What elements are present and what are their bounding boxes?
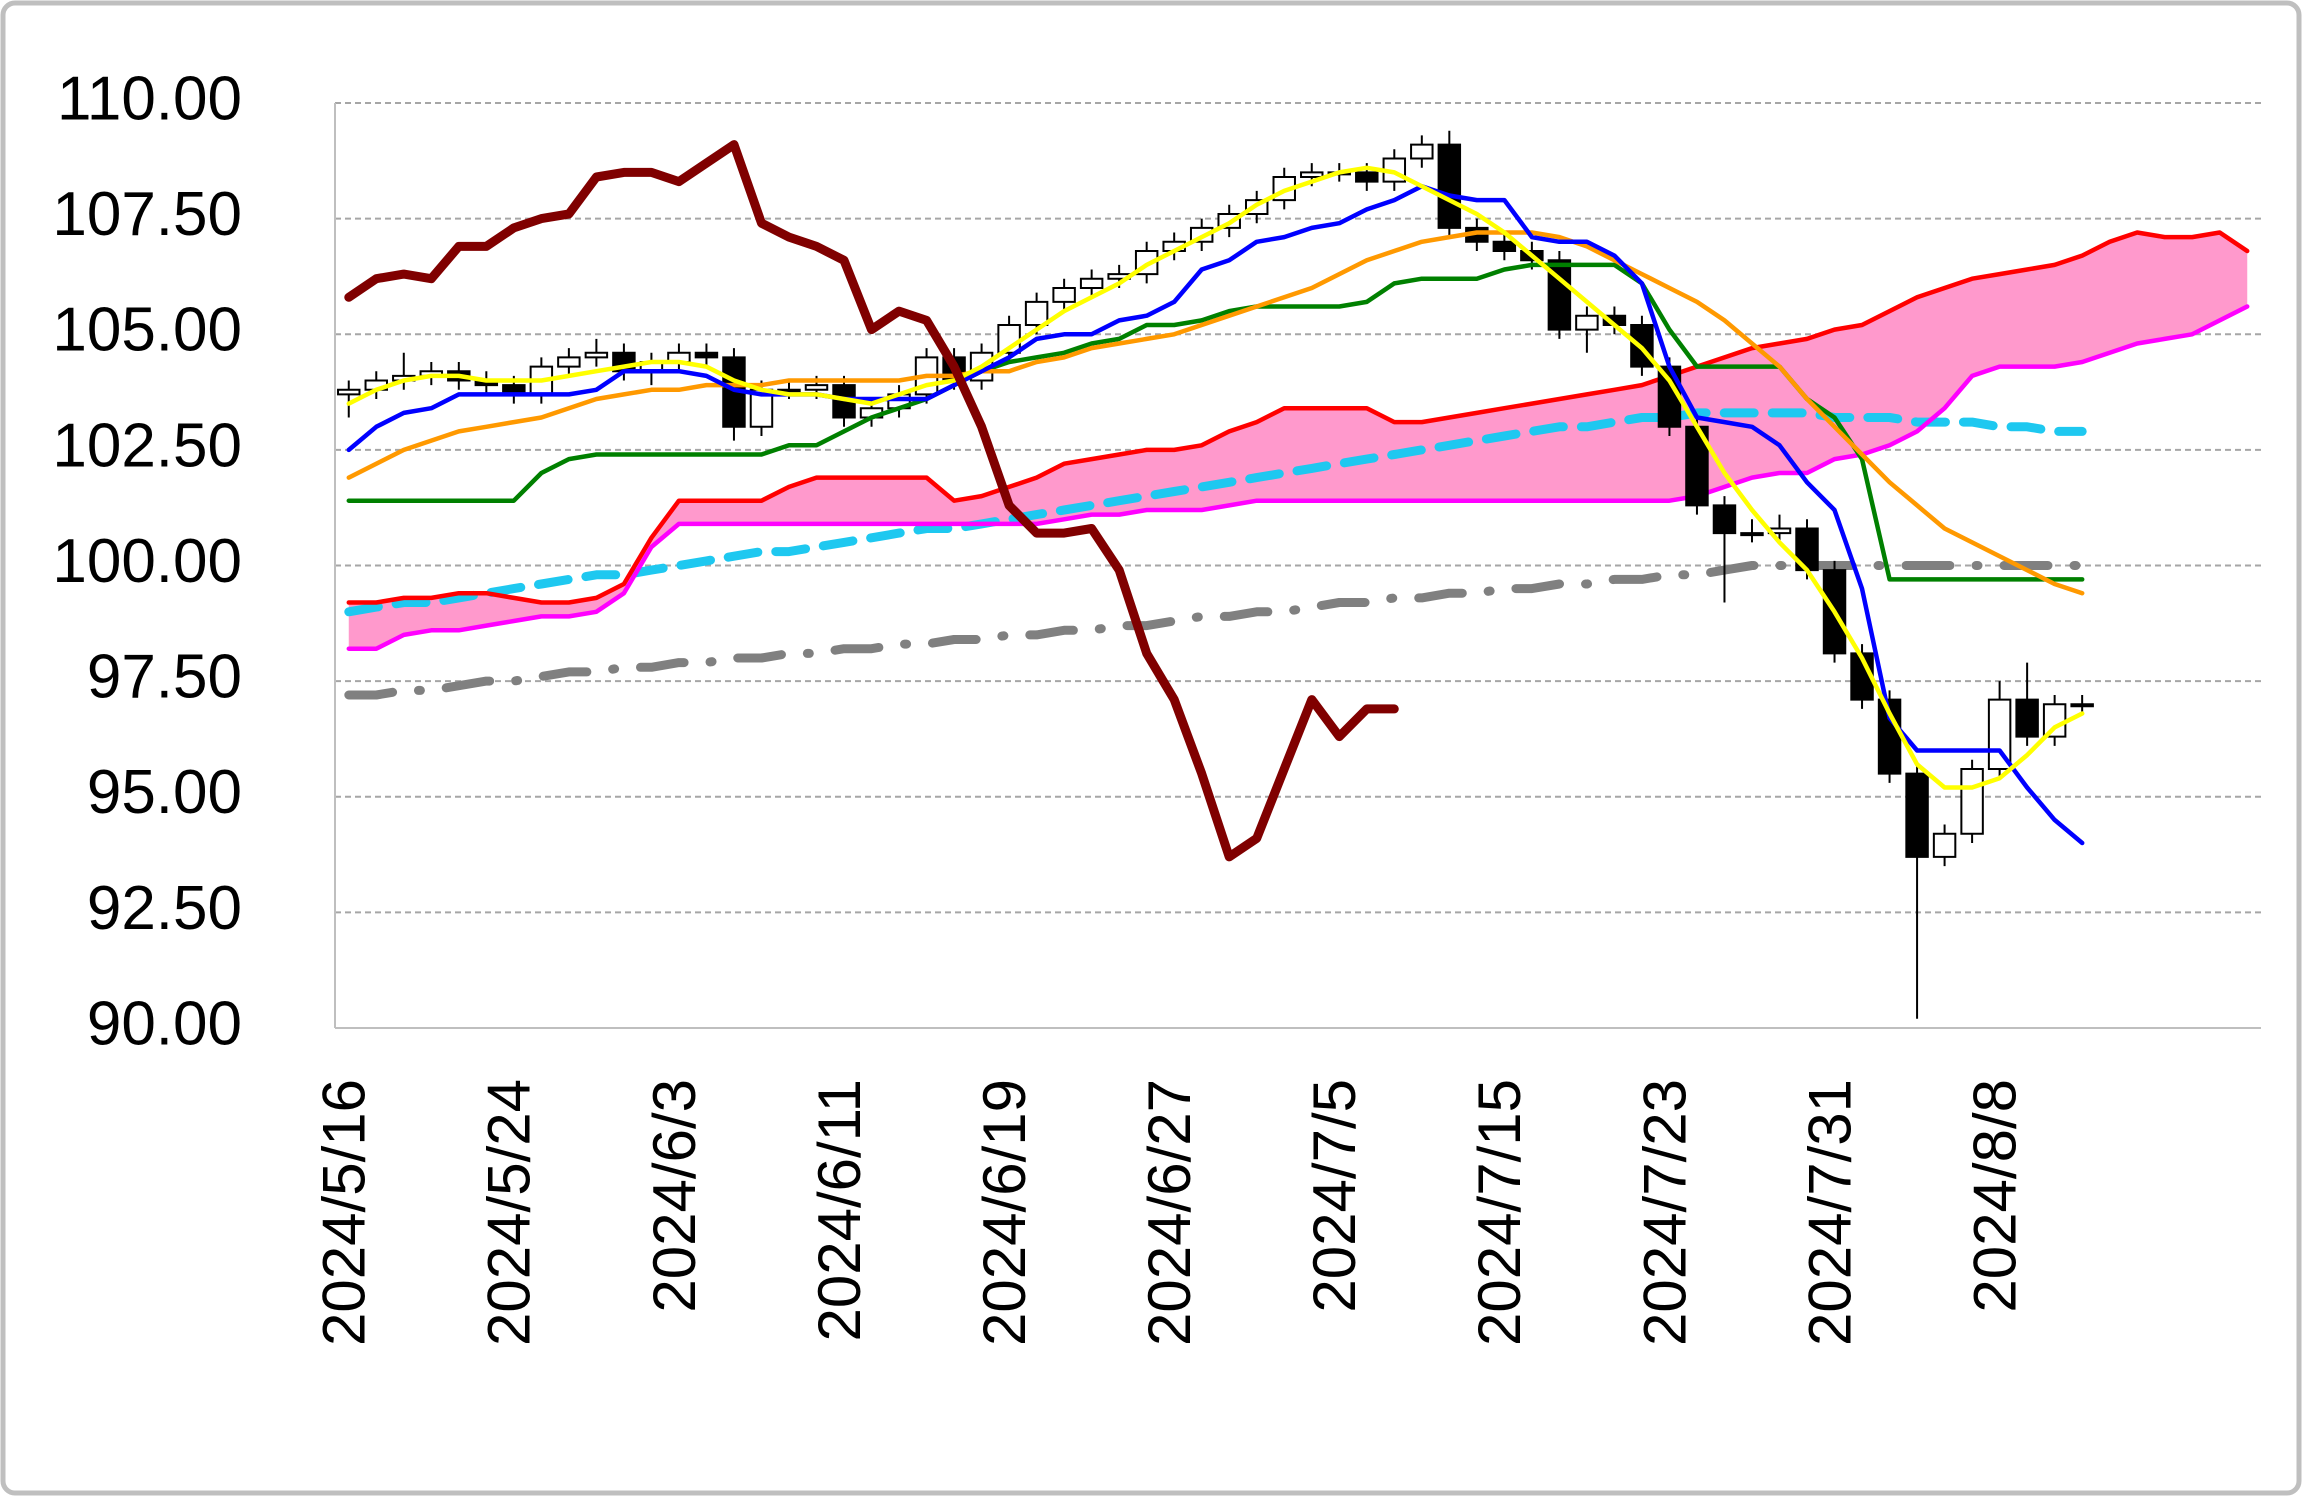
y-tick-label: 97.50 <box>87 643 242 712</box>
x-tick-label: 2024/6/11 <box>806 1079 873 1341</box>
x-tick-label: 2024/5/16 <box>311 1079 378 1346</box>
y-tick-label: 92.50 <box>87 874 242 943</box>
candle-body <box>804 384 829 391</box>
candle-body <box>1492 240 1517 252</box>
x-tick-label: 2024/7/23 <box>1631 1079 1698 1346</box>
y-tick-label: 102.50 <box>52 411 242 480</box>
line-series <box>346 230 2085 596</box>
x-tick-label: 2024/6/27 <box>1136 1079 1203 1346</box>
x-tick-label: 2024/6/3 <box>641 1079 708 1313</box>
line-series <box>346 165 2085 790</box>
x-tick-label: 2024/6/19 <box>971 1079 1038 1346</box>
candle-body <box>1410 143 1434 160</box>
y-tick-label: 100.00 <box>52 527 242 596</box>
candle-body <box>694 351 719 359</box>
line-series <box>344 140 1399 862</box>
candle-body <box>584 351 609 359</box>
y-tick-label: 105.00 <box>52 296 242 365</box>
candle-body <box>1079 277 1104 289</box>
candle-body <box>1575 314 1599 331</box>
candle-body <box>1905 772 1929 858</box>
x-tick-label: 2024/7/5 <box>1301 1079 1368 1313</box>
candle-body <box>1932 832 1957 858</box>
line-series <box>346 230 2250 605</box>
cloud-fill <box>348 232 2248 649</box>
candle-body <box>2015 698 2039 738</box>
y-tick-label: 95.00 <box>87 758 242 827</box>
candle-body <box>1712 504 1737 535</box>
candle-body <box>1355 171 1379 183</box>
candle-body <box>1052 287 1076 303</box>
x-tick-label: 2024/7/15 <box>1466 1079 1533 1346</box>
candle-body <box>1547 259 1572 331</box>
candle-body <box>1437 143 1462 229</box>
x-tick-label: 2024/7/31 <box>1796 1079 1863 1346</box>
candle-body <box>1300 171 1324 178</box>
candle-body <box>1024 300 1049 326</box>
line-series <box>346 183 2085 846</box>
y-tick-label: 110.00 <box>57 64 242 133</box>
line-series <box>344 561 2087 700</box>
x-tick-label: 2024/5/24 <box>476 1079 543 1346</box>
candle-body <box>2070 703 2094 708</box>
candle-body <box>337 388 361 396</box>
candle-body <box>557 356 581 368</box>
y-tick-label: 90.00 <box>87 989 242 1058</box>
candle-body <box>1960 768 1984 835</box>
candle-body <box>1740 532 1764 537</box>
y-tick-label: 107.50 <box>52 180 242 249</box>
line-series <box>346 304 2250 651</box>
x-tick-label: 2024/8/8 <box>1961 1079 2028 1313</box>
